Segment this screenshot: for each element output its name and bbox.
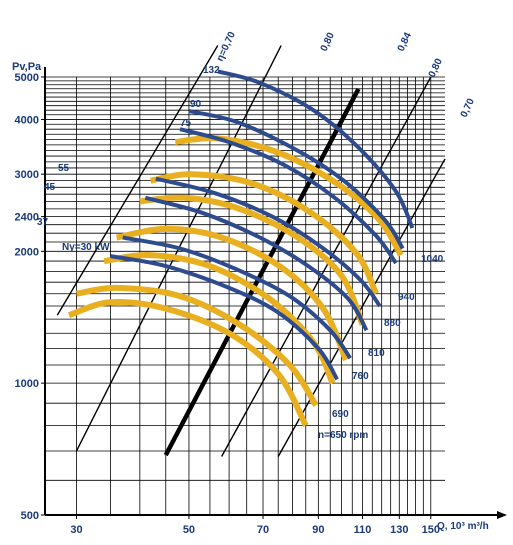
speed-curve-label: 940 — [398, 292, 415, 303]
x-tick-label: 30 — [70, 524, 82, 536]
power-curve-label: 132 — [203, 65, 220, 76]
x-axis-label: Q, 10³ m³/h — [437, 521, 489, 532]
x-tick-label: 90 — [312, 524, 324, 536]
y-tick-label: 2000 — [15, 246, 39, 258]
efficiency-line — [221, 76, 432, 457]
y-tick-label: 1000 — [15, 378, 39, 390]
speed-curve — [139, 194, 366, 326]
power-curve-label: 55 — [58, 163, 70, 174]
power-curve — [179, 127, 398, 265]
speed-curve-label: n=650 rpm — [318, 430, 368, 441]
power-curve — [144, 195, 369, 332]
y-tick-label: 500 — [21, 510, 39, 522]
x-tick-label: 50 — [183, 524, 195, 536]
power-curve — [110, 254, 339, 381]
speed-curve-label: 810 — [368, 348, 385, 359]
x-tick-label: 130 — [390, 524, 408, 536]
efficiency-line — [277, 158, 446, 457]
power-curve-label: 37 — [37, 217, 49, 228]
power-curve — [122, 235, 352, 360]
axes: 500 1000 2000 2400 3000 4000 5000 30 50 70 90 110 13… — [12, 61, 507, 536]
speed-curve-label: 1040 — [421, 254, 444, 265]
y-tick-label: 4000 — [15, 114, 39, 126]
x-tick-label: 110 — [354, 524, 372, 536]
y-tick-label: 2400 — [15, 212, 39, 224]
efficiency-line — [163, 87, 361, 457]
speed-curve — [150, 171, 379, 296]
speed-curve — [116, 225, 349, 362]
speed-curve-label: 880 — [384, 318, 401, 329]
power-curve — [188, 109, 405, 250]
y-tick-label: 5000 — [15, 72, 39, 84]
speed-curve-label: 760 — [352, 371, 369, 382]
y-axis-label: Pv,Pa — [12, 61, 42, 73]
efficiency-line — [56, 45, 219, 316]
speed-curve — [75, 284, 319, 407]
x-axis-arrow — [497, 511, 507, 519]
speed-curve-label: 690 — [332, 409, 349, 420]
power-curve-label: 75 — [180, 118, 192, 129]
power-curve — [155, 176, 382, 308]
power-curves — [110, 69, 415, 381]
x-tick-label: 70 — [257, 524, 269, 536]
power-curve-label: 45 — [44, 182, 56, 193]
speed-curve — [68, 299, 309, 428]
x-tick-label: 150 — [422, 524, 440, 536]
power-curve — [217, 69, 415, 229]
y-tick-label: 3000 — [15, 169, 39, 181]
power-curve-label: 90 — [190, 99, 202, 110]
power-curve-label: Ny=30 kW — [62, 242, 110, 253]
